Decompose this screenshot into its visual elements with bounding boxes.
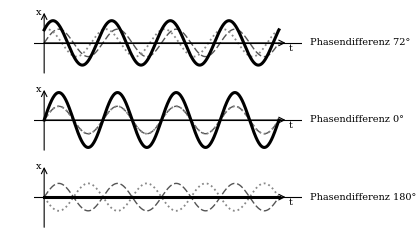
Text: Phasendifferenz 72°: Phasendifferenz 72° [310,38,411,47]
Text: t: t [289,44,293,53]
Text: x: x [36,8,41,17]
Text: x: x [36,85,41,94]
Text: Phasendifferenz 180°: Phasendifferenz 180° [310,193,417,202]
Text: t: t [289,198,293,207]
Text: Phasendifferenz 0°: Phasendifferenz 0° [310,115,404,125]
Text: x: x [36,162,41,171]
Text: t: t [289,121,293,130]
